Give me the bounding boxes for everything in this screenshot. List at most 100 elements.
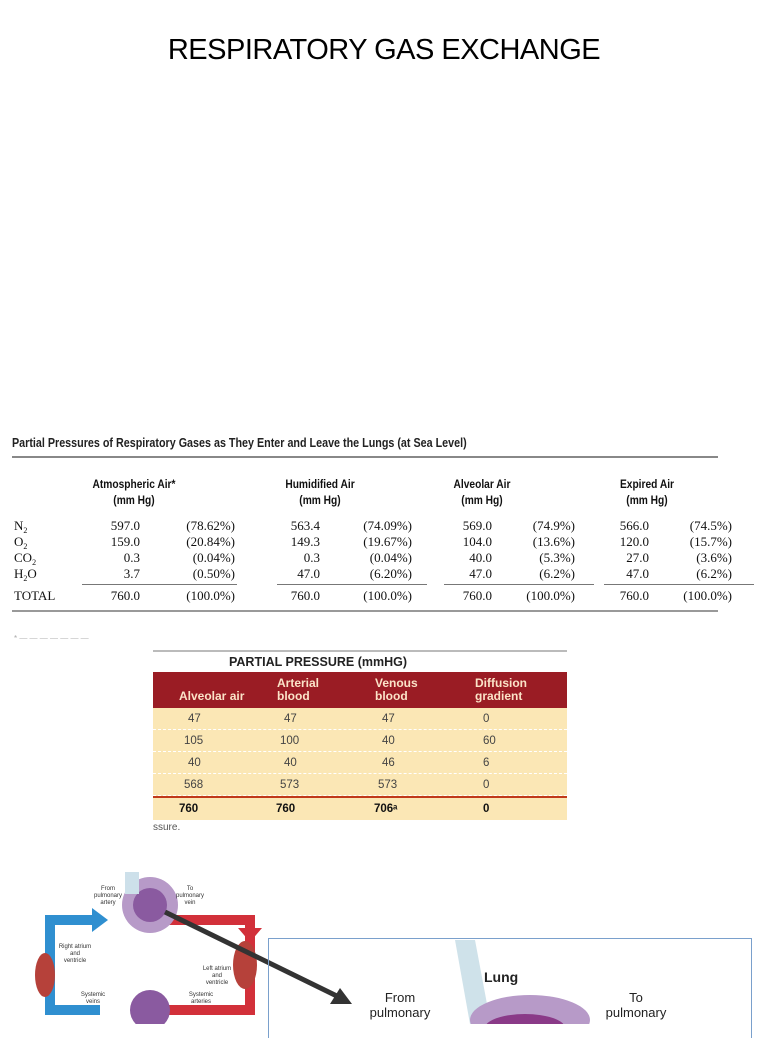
cell: 597.0 <box>110 518 140 533</box>
gas-symbol: O <box>14 534 24 549</box>
table-row: N2 597.0 (78.62%) 563.4 (74.09%) 569.0 (74.9%)… <box>12 518 732 535</box>
table-row: 568 573 573 0 <box>153 774 567 796</box>
cell: 27.0 <box>626 550 649 565</box>
right-heart <box>35 953 55 997</box>
column-header: Alveolar Air (mm Hg) <box>431 476 533 508</box>
cell: (100.0%) <box>526 588 575 603</box>
arrow-head <box>330 988 352 1004</box>
systemic-veins-label: Systemic veins <box>80 992 106 1005</box>
cell: 760 <box>179 803 199 815</box>
cell: 100 <box>280 735 300 747</box>
total-label: TOTAL <box>14 588 56 603</box>
cell: (100.0%) <box>683 588 732 603</box>
cell: (15.7%) <box>689 534 732 549</box>
column-header: Venous blood <box>375 677 418 703</box>
divider <box>444 584 594 585</box>
cell: 104.0 <box>462 534 492 549</box>
gas-symbol: N <box>14 518 24 533</box>
cell: 0.3 <box>303 550 320 565</box>
cell: 0 <box>483 803 490 815</box>
gas-symbol: CO <box>14 550 33 565</box>
partial-pressure-table: PARTIAL PRESSURE (mmHG) Alveolar air Arte… <box>153 650 567 820</box>
column-header: Humidified Air (mm Hg) <box>269 476 371 508</box>
column-header: Alveolar air <box>179 677 244 703</box>
cell: 47.0 <box>469 566 492 581</box>
cell: 47.0 <box>297 566 320 581</box>
right-heart-label: Right atrium and ventricle <box>58 944 92 964</box>
gas-label: CO2 <box>14 550 36 567</box>
to-label: To pulmonary <box>596 990 676 1020</box>
cell: 6 <box>483 757 490 769</box>
cell: (74.09%) <box>363 518 412 533</box>
cell: (100.0%) <box>186 588 235 603</box>
cell: (0.04%) <box>369 550 412 565</box>
header-line: Atmospheric Air* <box>92 477 176 491</box>
cell: 40.0 <box>469 550 492 565</box>
cell: (6.2%) <box>696 566 732 581</box>
cell: 47 <box>382 713 395 725</box>
header-line: Expired Air <box>619 477 675 491</box>
header-line: Alveolar air <box>179 689 245 703</box>
total-row: 760 760 706ᵃ 0 <box>153 796 567 818</box>
gas-subscript: 2 <box>23 526 28 535</box>
header-unit: (mm Hg) <box>299 493 341 507</box>
column-header: Diffusion gradient <box>475 677 527 703</box>
cell: 0 <box>483 713 490 725</box>
cell: 47 <box>188 713 201 725</box>
left-heart-label: Left atrium and ventricle <box>202 966 232 986</box>
cell: 760.0 <box>110 588 140 603</box>
from-pulmonary-artery-label: From pulmonary artery <box>94 886 123 906</box>
gas-label: N2 <box>14 518 28 535</box>
cell: (0.50%) <box>192 566 235 581</box>
cell: 706ᵃ <box>374 803 398 815</box>
cell: 40 <box>382 735 395 747</box>
cell: 46 <box>382 757 395 769</box>
cell: 0.3 <box>123 550 140 565</box>
from-text: From <box>384 990 416 1005</box>
header-unit: (mm Hg) <box>461 493 503 507</box>
header-line: blood <box>277 689 310 703</box>
column-header: Atmospheric Air* (mm Hg) <box>83 476 185 508</box>
cell: 120.0 <box>619 534 649 549</box>
cell: (0.04%) <box>192 550 235 565</box>
arrow-head <box>238 928 262 942</box>
cell: 40 <box>188 757 201 769</box>
zoom-bronchus <box>455 940 490 1024</box>
zoom-alveoli <box>470 995 590 1024</box>
divider <box>12 456 718 458</box>
circulation-diagram <box>35 872 590 1024</box>
gas-label: H2O <box>14 566 37 583</box>
cell: 760.0 <box>619 588 649 603</box>
cell: 566.0 <box>619 518 649 533</box>
cell: (74.9%) <box>532 518 575 533</box>
header-line: Arterial <box>277 676 320 690</box>
cell: 0 <box>483 779 490 791</box>
table-row: 40 40 46 6 <box>153 752 567 774</box>
header-line: gradient <box>475 689 523 703</box>
cell: 47 <box>284 713 297 725</box>
cell: 563.4 <box>290 518 320 533</box>
cell: 47.0 <box>626 566 649 581</box>
slide-title: RESPIRATORY GAS EXCHANGE <box>167 34 601 66</box>
header-line: Venous <box>375 676 418 690</box>
header-line: Humidified Air <box>285 477 355 491</box>
table-row: 105 100 40 60 <box>153 730 567 752</box>
cell: 568 <box>184 779 204 791</box>
gas-symbol: H <box>14 566 24 581</box>
divider <box>604 584 754 585</box>
table-row: O2 159.0 (20.84%) 149.3 (19.67%) 104.0 (13.6%)… <box>12 534 732 551</box>
to-pulmonary-vein-label: To pulmonary vein <box>176 886 205 906</box>
cell: (74.5%) <box>689 518 732 533</box>
total-row: TOTAL 760.0 (100.0%) 760.0 (100.0%) 760.0 (100… <box>12 584 754 606</box>
cell: 40 <box>284 757 297 769</box>
cell: 3.7 <box>123 566 140 581</box>
cell: (13.6%) <box>532 534 575 549</box>
divider <box>82 584 237 585</box>
cell: (6.20%) <box>369 566 412 581</box>
zoom-arrow <box>163 909 347 1003</box>
partial-pressures-table: Partial Pressures of Respiratory Gases a… <box>12 436 754 612</box>
column-header: Arterial blood <box>277 677 319 703</box>
gas-label: O2 <box>14 534 27 551</box>
to-text: To <box>629 990 643 1005</box>
divider <box>12 610 718 612</box>
